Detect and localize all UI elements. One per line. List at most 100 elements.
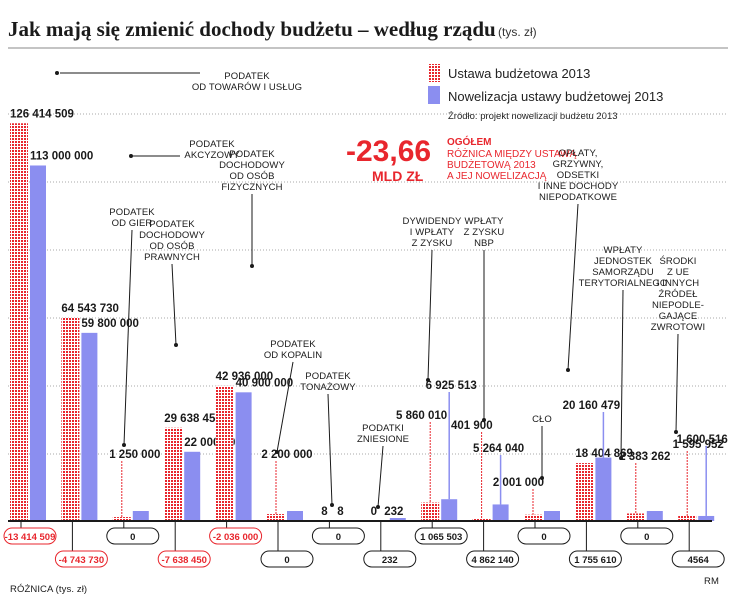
value-nowelizacja-towary: 113 000 000	[30, 150, 93, 162]
bar-ustawa-ue	[678, 515, 697, 521]
value-ustawa-gry: 1 250 000	[109, 449, 160, 461]
value-ustawa-akcyza: 64 543 730	[61, 303, 119, 315]
value-ustawa-nbp: 401 900	[451, 420, 493, 432]
category-label-oplaty-line-4: NIEPODATKOWE	[539, 192, 617, 203]
diff-value-cit: -7 638 450	[161, 555, 206, 566]
connector-ue	[675, 333, 679, 433]
diff-box-towary	[3, 527, 57, 545]
category-label-dywidendy-line-2: Z ZYSKU	[412, 238, 453, 249]
value-ustawa-pit: 42 936 000	[216, 371, 274, 383]
bar-ustawa-cit	[164, 427, 183, 521]
value-ustawa-clo: 2 001 000	[493, 477, 544, 489]
connector-dot-clo	[540, 476, 544, 480]
bar-ustawa-pit	[215, 385, 234, 521]
value-ustawa-cit: 29 638 450	[164, 413, 222, 425]
value-nowelizacja-akcyza: 59 800 000	[81, 318, 139, 330]
source-note: Źródło: projekt nowelizacji budżetu 2013	[448, 111, 618, 122]
category-label-cit-line-3: PRAWNYCH	[144, 252, 200, 263]
diff-box-pit	[209, 527, 263, 545]
category-label-towary-line-1: OD TOWARÓW I USŁUG	[192, 82, 302, 93]
bar-nowelizacja-dywidendy	[441, 499, 458, 521]
category-label-pit-line-2: OD OSÓB	[229, 171, 274, 182]
value-ustawa-oplaty: 18 404 869	[575, 448, 633, 460]
category-label-pit-line-3: FIZYCZNYCH	[221, 182, 282, 193]
diff-box-cit	[157, 550, 211, 568]
summary-line2: BUDŻETOWĄ 2013	[447, 158, 536, 171]
diff-value-pit: -2 036 000	[213, 532, 258, 543]
connector-dywidendy	[427, 249, 433, 381]
summary-value: -23,66	[346, 135, 431, 168]
bar-nowelizacja-stub-gry	[132, 511, 149, 521]
diff-box-clo	[517, 527, 571, 545]
category-label-ue-line-2: I INNYCH	[657, 278, 700, 289]
category-label-jst-line-0: WPŁATY	[604, 245, 644, 256]
diff-value-clo: 0	[541, 532, 546, 543]
diff-value-zniesione: 232	[382, 555, 398, 566]
value-nowelizacja-dywidendy: 6 925 513	[426, 380, 477, 392]
bar-ustawa-towary	[10, 123, 28, 521]
category-label-ue-line-4: NIEPODLE-	[652, 300, 704, 311]
connector-dot-cit	[174, 343, 178, 347]
category-label-clo-line-0: CŁO	[532, 414, 552, 425]
connector-dot-towary	[55, 71, 59, 75]
value-nowelizacja-nbp: 5 264 040	[473, 443, 524, 455]
legend-swatch-nowelizacja	[428, 86, 440, 104]
bar-nowelizacja-towary	[30, 165, 46, 521]
unit-label: (tys. zł)	[498, 25, 537, 39]
value-ustawa-kopaliny: 2 200 000	[261, 449, 312, 461]
bar-nowelizacja-stub-kopaliny	[287, 511, 303, 521]
value-nowelizacja-zniesione: 232	[384, 506, 403, 518]
diff-box-zniesione	[363, 550, 417, 568]
category-label-cit-line-2: OD OSÓB	[149, 241, 194, 252]
value-ustawa-dywidendy: 5 860 010	[396, 410, 447, 422]
connector-cit	[171, 263, 177, 346]
diff-box-oplaty	[568, 550, 622, 568]
value-ustawa-zniesione: 0	[371, 506, 377, 518]
category-label-ue-line-6: ZWROTOWI	[651, 322, 705, 333]
bar-ustawa-kopaliny	[267, 514, 285, 521]
bar-ustawa-dywidendy	[421, 502, 440, 521]
diff-box-nbp	[466, 550, 520, 568]
category-label-kopaliny-line-0: PODATEK	[270, 339, 316, 350]
category-label-gry-line-1: OD GIER	[112, 218, 153, 229]
bar-ustawa-oplaty	[575, 463, 594, 521]
category-label-akcyza-line-1: AKCYZOWY	[184, 150, 240, 161]
connector-oplaty	[567, 203, 579, 371]
footer-credit: RM	[704, 576, 719, 587]
category-label-nbp-line-0: WPŁATY	[465, 216, 505, 227]
legend-label-ustawa: Ustawa budżetowa 2013	[448, 66, 590, 81]
bar-ustawa-akcyza	[61, 317, 80, 521]
summary-line1: RÓŻNICA MIĘDZY USTAWĄ	[447, 147, 577, 160]
diff-value-nbp: 4 862 140	[471, 555, 513, 566]
category-label-towary-line-0: PODATEK	[224, 71, 270, 82]
connector-dot-gry	[122, 443, 126, 447]
category-label-pit-line-0: PODATEK	[229, 149, 275, 160]
value-ustawa-towary: 126 414 509	[10, 108, 74, 120]
category-label-kopaliny-line-1: OD KOPALIN	[264, 350, 322, 361]
category-label-oplaty-line-0: OPŁATY,	[559, 148, 598, 159]
category-label-ue-line-3: ŹRÓDEŁ	[658, 289, 697, 300]
category-label-zniesione-line-1: ZNIESIONE	[357, 434, 409, 445]
connector-dot-oplaty	[566, 368, 570, 372]
diff-value-towary: -13 414 509	[5, 532, 56, 543]
connector-dot-akcyza	[129, 154, 133, 158]
category-label-nbp-line-1: Z ZYSKU	[464, 227, 505, 238]
connector-kopaliny	[276, 361, 294, 453]
bar-ustawa-clo	[524, 514, 542, 521]
category-label-akcyza-line-0: PODATEK	[189, 139, 235, 150]
diff-value-kopaliny: 0	[284, 555, 289, 566]
connector-dot-zniesione	[376, 505, 380, 509]
bar-ustawa-jst	[626, 513, 645, 521]
summary-label: OGÓŁEM	[447, 135, 491, 148]
connector-tonaz	[327, 393, 333, 506]
category-label-cit-line-1: DOCHODOWY	[139, 230, 205, 241]
category-label-cit-line-0: PODATEK	[149, 219, 195, 230]
connector-dot-kopaliny	[275, 450, 279, 454]
value-ustawa-tonaz: 8	[321, 506, 328, 518]
connector-dot-dywidendy	[426, 378, 430, 382]
diff-box-akcyza	[54, 550, 108, 568]
connector-dot-ue	[674, 430, 678, 434]
connector-gry	[123, 229, 133, 446]
legend-label-nowelizacja: Nowelizacja ustawy budżetowej 2013	[448, 89, 663, 104]
summary-unit: MLD ZŁ	[372, 168, 424, 184]
